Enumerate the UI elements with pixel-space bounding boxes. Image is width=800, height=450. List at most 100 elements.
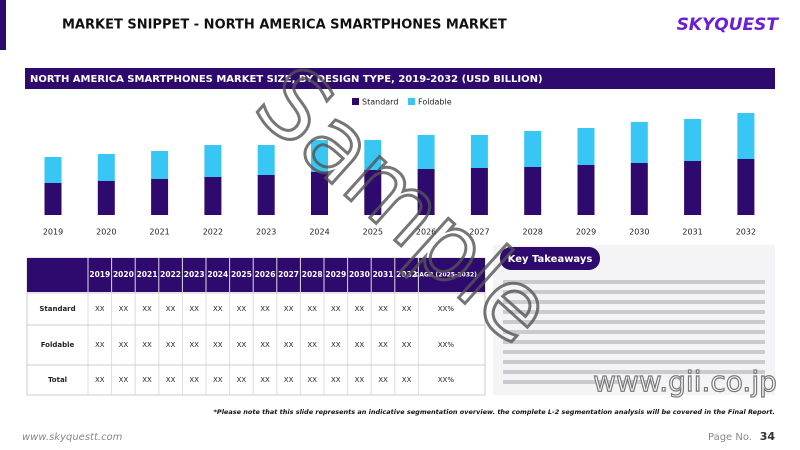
cell: XX (142, 341, 152, 349)
blur-line (503, 290, 765, 294)
bar-segment (151, 179, 169, 215)
bar-segment (470, 168, 488, 215)
cell: XX% (438, 305, 455, 313)
x-tick-label: 2031 (682, 228, 702, 237)
blur-line (503, 340, 765, 344)
column-header: 2024 (207, 270, 228, 279)
cell: XX (189, 376, 199, 384)
column-header: 2030 (349, 270, 370, 279)
cell: XX (331, 341, 341, 349)
x-tick-label: 2028 (523, 228, 543, 237)
cell: XX (402, 305, 412, 313)
x-tick-label: 2026 (416, 228, 436, 237)
column-header: 2031 (373, 270, 394, 279)
blur-line (503, 310, 765, 314)
cell: XX (284, 305, 294, 313)
x-tick-label: 2032 (736, 228, 756, 237)
legend-label: Standard (362, 98, 398, 107)
bar-segment (257, 145, 275, 175)
cell: XX (95, 305, 105, 313)
legend-swatch (352, 98, 359, 105)
column-header: 2023 (184, 270, 205, 279)
x-tick-label: 2025 (363, 228, 383, 237)
blur-line (503, 360, 765, 364)
x-tick-label: 2029 (576, 228, 596, 237)
column-header: 2021 (137, 270, 158, 279)
bar-segment (204, 177, 222, 215)
blur-line (503, 280, 765, 284)
x-tick-label: 2030 (629, 228, 649, 237)
cell: XX (402, 376, 412, 384)
cell: XX (119, 305, 129, 313)
cell: XX (284, 341, 294, 349)
column-header: CAGR (2025-2032) (415, 272, 477, 279)
row-label: Foldable (41, 341, 75, 349)
cell: XX (119, 341, 129, 349)
bar-segment (470, 135, 488, 168)
bar-segment (257, 175, 275, 215)
legend-label: Foldable (418, 98, 452, 107)
bar-segment (311, 172, 328, 215)
bar-segment (737, 113, 755, 159)
accent (0, 0, 6, 50)
table-header (27, 258, 485, 292)
cell: XX (355, 305, 365, 313)
cell: XX (237, 305, 247, 313)
cell: XX (331, 376, 341, 384)
footnote: *Please note that this slide represents … (214, 408, 775, 416)
cell: XX (378, 305, 388, 313)
cell: XX (166, 341, 176, 349)
cell: XX (378, 376, 388, 384)
cell: XX% (438, 341, 455, 349)
bar-segment (417, 169, 435, 215)
column-header: 2026 (255, 270, 276, 279)
cell: XX (95, 376, 105, 384)
column-header: 2019 (89, 270, 110, 279)
bar-segment (44, 157, 62, 183)
bar-segment (311, 140, 328, 172)
takeaways-title: Key Takeaways (508, 254, 593, 265)
x-tick-label: 2022 (203, 228, 223, 237)
cell: XX (166, 376, 176, 384)
x-tick-label: 2019 (43, 228, 63, 237)
column-header: 2022 (160, 270, 181, 279)
blur-line (503, 330, 765, 334)
x-tick-label: 2024 (309, 228, 329, 237)
bar-segment (684, 119, 702, 161)
cell: XX (284, 376, 294, 384)
slide-title: MARKET SNIPPET - NORTH AMERICA SMARTPHON… (62, 18, 507, 33)
legend-swatch (408, 98, 415, 105)
cell: XX (213, 305, 223, 313)
x-tick-label: 2020 (96, 228, 116, 237)
page-label: Page No. (708, 432, 752, 443)
cell: XX (95, 341, 105, 349)
cell: XX (331, 305, 341, 313)
blur-line (503, 300, 765, 304)
bar-segment (151, 151, 169, 179)
takeaways-header (500, 247, 600, 270)
cell: XX (355, 376, 365, 384)
bar-segment (204, 145, 222, 177)
bar-segment (44, 183, 62, 215)
cell: XX (166, 305, 176, 313)
bar-segment (737, 159, 755, 215)
blur-line (503, 320, 765, 324)
blur-line (503, 370, 765, 374)
bar-segment (364, 170, 382, 215)
x-tick-label: 2027 (469, 228, 489, 237)
chart-title: NORTH AMERICA SMARTPHONES MARKET SIZE, B… (30, 74, 543, 85)
cell: XX (402, 341, 412, 349)
column-header: 2029 (325, 270, 346, 279)
bar-segment (630, 122, 648, 163)
cell: XX (189, 341, 199, 349)
row-label: Standard (39, 305, 75, 313)
cell: XX (142, 305, 152, 313)
cell: XX (237, 376, 247, 384)
cell: XX (307, 305, 317, 313)
blur-line (503, 350, 765, 354)
bar-segment (524, 167, 542, 215)
takeaways-body (503, 280, 765, 384)
column-header: 2025 (231, 270, 252, 279)
cell: XX (307, 341, 317, 349)
